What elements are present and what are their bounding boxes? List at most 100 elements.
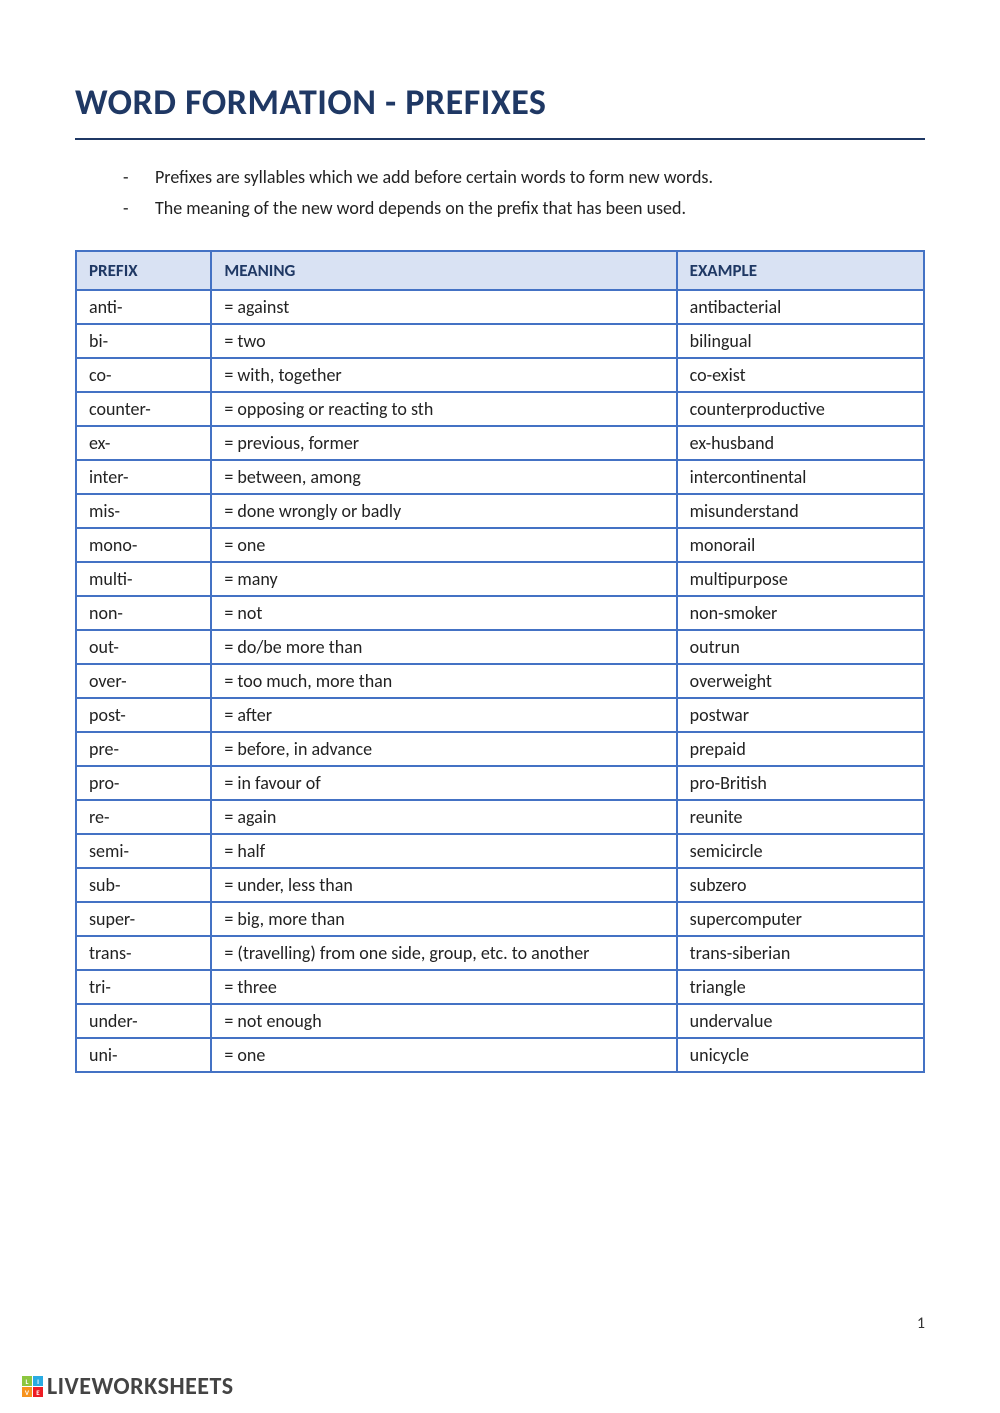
cell-meaning: = in favour of [212, 767, 677, 801]
cell-example: supercomputer [678, 903, 923, 937]
table-row: multi-= manymultipurpose [77, 563, 923, 597]
cell-example: multipurpose [678, 563, 923, 597]
cell-prefix: pre- [77, 733, 212, 767]
logo-square: L [22, 1376, 32, 1386]
cell-meaning: = again [212, 801, 677, 835]
logo-square: V [22, 1387, 32, 1397]
cell-example: triangle [678, 971, 923, 1005]
cell-meaning: = opposing or reacting to sth [212, 393, 677, 427]
footer-brand-text: LIVEWORKSHEETS [47, 1372, 234, 1401]
cell-meaning: = after [212, 699, 677, 733]
col-header-prefix: PREFIX [77, 252, 212, 291]
cell-meaning: = three [212, 971, 677, 1005]
cell-example: semicircle [678, 835, 923, 869]
cell-meaning: = big, more than [212, 903, 677, 937]
table-row: inter-= between, amongintercontinental [77, 461, 923, 495]
cell-prefix: co- [77, 359, 212, 393]
table-row: anti-= againstantibacterial [77, 291, 923, 325]
cell-example: co-exist [678, 359, 923, 393]
table-row: tri-= threetriangle [77, 971, 923, 1005]
table-row: non-= notnon-smoker [77, 597, 923, 631]
intro-text: Prefixes are syllables which we add befo… [155, 164, 713, 191]
cell-meaning: = with, together [212, 359, 677, 393]
cell-example: undervalue [678, 1005, 923, 1039]
table-row: ex-= previous, formerex-husband [77, 427, 923, 461]
table-row: pre-= before, in advanceprepaid [77, 733, 923, 767]
cell-example: outrun [678, 631, 923, 665]
cell-prefix: anti- [77, 291, 212, 325]
cell-prefix: mis- [77, 495, 212, 529]
cell-example: ex-husband [678, 427, 923, 461]
cell-meaning: = not enough [212, 1005, 677, 1039]
cell-meaning: = half [212, 835, 677, 869]
cell-prefix: sub- [77, 869, 212, 903]
prefix-table: PREFIX MEANING EXAMPLE anti-= againstant… [75, 250, 925, 1073]
cell-prefix: super- [77, 903, 212, 937]
cell-prefix: bi- [77, 325, 212, 359]
cell-example: prepaid [678, 733, 923, 767]
cell-meaning: = before, in advance [212, 733, 677, 767]
cell-meaning: = previous, former [212, 427, 677, 461]
bullet-dash: - [123, 195, 155, 222]
cell-meaning: = two [212, 325, 677, 359]
cell-meaning: = too much, more than [212, 665, 677, 699]
col-header-meaning: MEANING [212, 252, 677, 291]
cell-meaning: = between, among [212, 461, 677, 495]
cell-example: counterproductive [678, 393, 923, 427]
logo-square: I [33, 1376, 43, 1386]
cell-prefix: out- [77, 631, 212, 665]
cell-meaning: = done wrongly or badly [212, 495, 677, 529]
table-row: uni-= oneunicycle [77, 1039, 923, 1071]
cell-prefix: ex- [77, 427, 212, 461]
cell-example: misunderstand [678, 495, 923, 529]
cell-prefix: semi- [77, 835, 212, 869]
cell-prefix: post- [77, 699, 212, 733]
cell-example: overweight [678, 665, 923, 699]
bullet-dash: - [123, 164, 155, 191]
cell-prefix: counter- [77, 393, 212, 427]
cell-prefix: uni- [77, 1039, 212, 1071]
cell-example: unicycle [678, 1039, 923, 1071]
cell-example: antibacterial [678, 291, 923, 325]
table-row: under-= not enoughundervalue [77, 1005, 923, 1039]
table-body: anti-= againstantibacterialbi-= twobilin… [77, 291, 923, 1071]
intro-list: - Prefixes are syllables which we add be… [123, 164, 925, 222]
cell-example: postwar [678, 699, 923, 733]
page-number: 1 [917, 1314, 925, 1333]
table-row: sub-= under, less thansubzero [77, 869, 923, 903]
table-row: semi-= halfsemicircle [77, 835, 923, 869]
cell-meaning: = do/be more than [212, 631, 677, 665]
logo-square: E [33, 1387, 43, 1397]
cell-prefix: multi- [77, 563, 212, 597]
cell-meaning: = under, less than [212, 869, 677, 903]
cell-prefix: mono- [77, 529, 212, 563]
intro-item: - Prefixes are syllables which we add be… [123, 164, 925, 191]
page-title: WORD FORMATION - PREFIXES [75, 80, 925, 140]
table-row: super-= big, more thansupercomputer [77, 903, 923, 937]
table-row: out-= do/be more thanoutrun [77, 631, 923, 665]
cell-example: monorail [678, 529, 923, 563]
cell-meaning: = not [212, 597, 677, 631]
table-row: co-= with, togetherco-exist [77, 359, 923, 393]
cell-meaning: = (travelling) from one side, group, etc… [212, 937, 677, 971]
cell-prefix: tri- [77, 971, 212, 1005]
table-row: counter-= opposing or reacting to sthcou… [77, 393, 923, 427]
intro-item: - The meaning of the new word depends on… [123, 195, 925, 222]
logo-icon: LIVE [22, 1376, 43, 1397]
table-row: mono-= onemonorail [77, 529, 923, 563]
cell-example: reunite [678, 801, 923, 835]
cell-prefix: inter- [77, 461, 212, 495]
col-header-example: EXAMPLE [678, 252, 923, 291]
cell-meaning: = one [212, 529, 677, 563]
table-row: bi-= twobilingual [77, 325, 923, 359]
table-row: trans-= (travelling) from one side, grou… [77, 937, 923, 971]
cell-example: bilingual [678, 325, 923, 359]
table-header-row: PREFIX MEANING EXAMPLE [77, 252, 923, 291]
table-row: post-= afterpostwar [77, 699, 923, 733]
footer-brand: LIVE LIVEWORKSHEETS [22, 1372, 234, 1401]
cell-prefix: non- [77, 597, 212, 631]
cell-example: intercontinental [678, 461, 923, 495]
table-row: over-= too much, more thanoverweight [77, 665, 923, 699]
cell-prefix: trans- [77, 937, 212, 971]
cell-meaning: = against [212, 291, 677, 325]
